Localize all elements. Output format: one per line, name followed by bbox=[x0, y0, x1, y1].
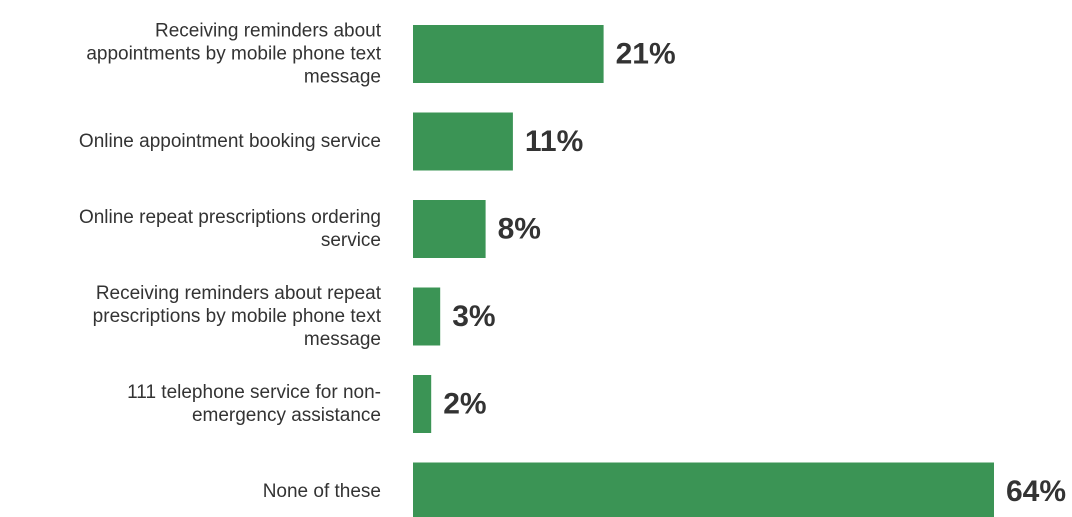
category-label-4: 111 telephone service for non-emergency … bbox=[127, 382, 381, 426]
category-label-1: Online appointment booking service bbox=[79, 131, 381, 152]
category-label-3-line-1: prescriptions by mobile phone text bbox=[93, 306, 382, 327]
value-label-1: 11% bbox=[525, 125, 583, 158]
category-label-3-line-0: Receiving reminders about repeat bbox=[96, 283, 382, 304]
value-label-4: 2% bbox=[443, 388, 486, 421]
value-label-2: 8% bbox=[498, 213, 541, 246]
category-label-1-line-0: Online appointment booking service bbox=[79, 131, 381, 152]
bar-3 bbox=[413, 287, 441, 346]
value-label-0: 21% bbox=[616, 38, 676, 71]
bar-4 bbox=[413, 375, 432, 433]
category-label-0-line-2: message bbox=[304, 67, 381, 88]
category-label-3: Receiving reminders about repeat prescrip… bbox=[93, 283, 382, 350]
category-label-5: None of these bbox=[263, 481, 381, 502]
category-label-0: Receiving reminders about appointments by… bbox=[86, 21, 381, 88]
category-label-2-line-1: service bbox=[321, 230, 381, 251]
category-label-3-line-2: message bbox=[304, 329, 381, 350]
bar-1 bbox=[413, 112, 513, 171]
bar-2 bbox=[413, 200, 486, 258]
category-label-4-line-0: 111 telephone service for non- bbox=[127, 382, 381, 403]
bar-5 bbox=[413, 462, 994, 517]
category-label-4-line-1: emergency assistance bbox=[192, 405, 381, 426]
category-label-0-line-1: appointments by mobile phone text bbox=[86, 44, 381, 65]
category-label-0-line-0: Receiving reminders about bbox=[155, 21, 382, 42]
bar-0 bbox=[413, 25, 604, 83]
category-label-5-line-0: None of these bbox=[263, 481, 381, 502]
value-label-5: 64% bbox=[1006, 475, 1066, 508]
value-label-3: 3% bbox=[452, 300, 495, 333]
category-label-2: Online repeat prescriptions ordering serv… bbox=[79, 207, 381, 251]
category-label-2-line-0: Online repeat prescriptions ordering bbox=[79, 207, 381, 228]
